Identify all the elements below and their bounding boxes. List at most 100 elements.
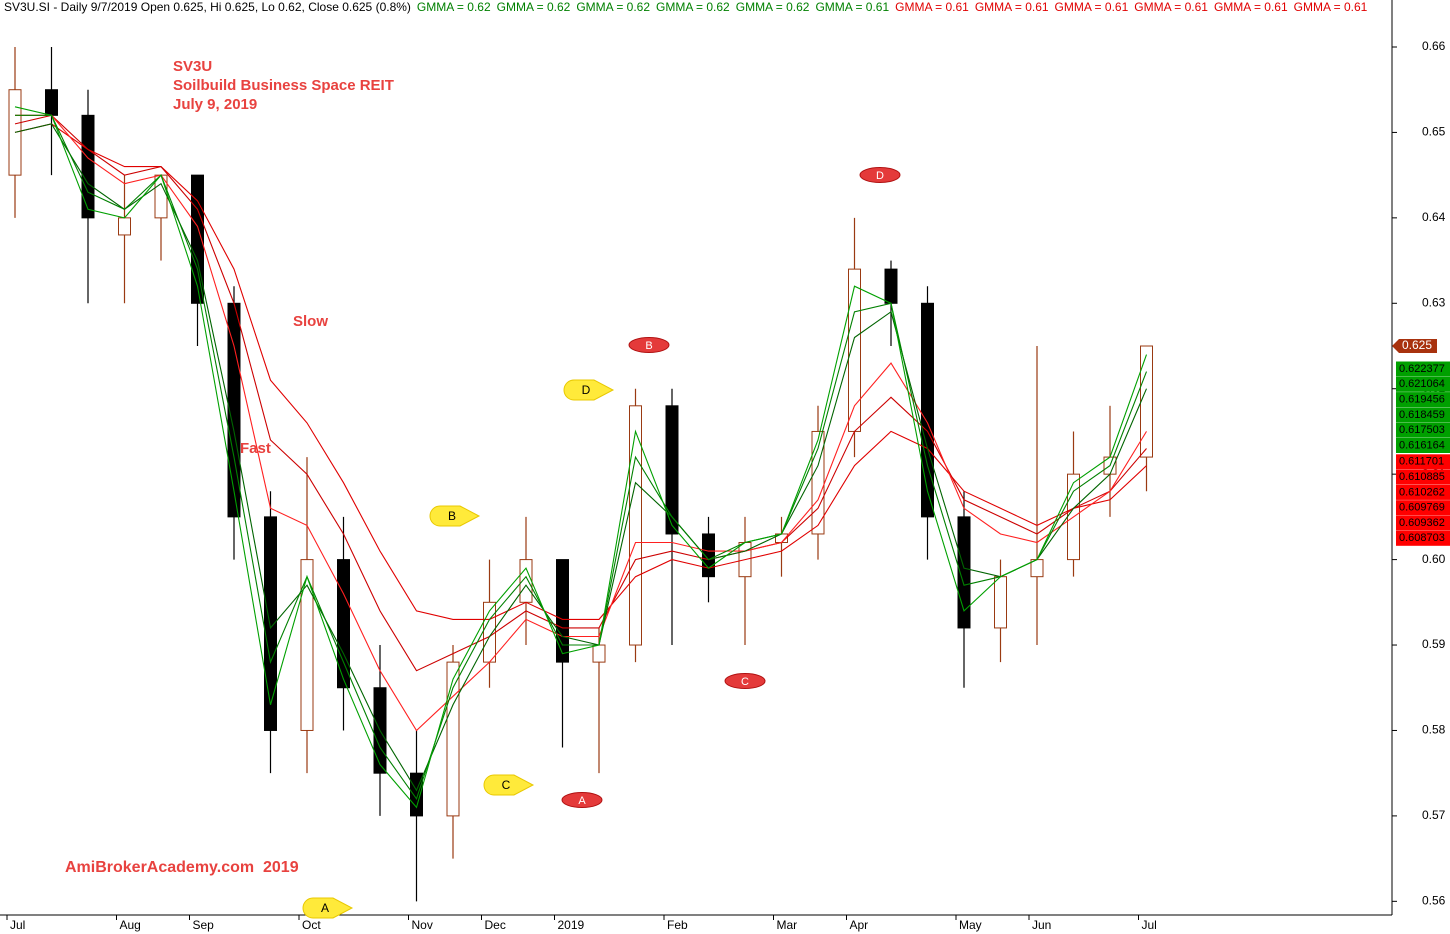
candle-body [884,268,898,304]
point-marker [561,792,603,808]
gmma-value-box [1396,469,1450,485]
x-tick-label: Jun [1032,918,1051,932]
fast-label: Fast [240,440,271,457]
y-tick-label: 0.58 [1422,723,1446,737]
y-tick-label: 0.57 [1422,808,1446,822]
y-tick-label: 0.63 [1422,295,1446,309]
header-gmma: GMMA = 0.61 [895,0,969,14]
x-tick-label: Oct [302,918,321,932]
gmma-value-box [1396,454,1450,470]
point-marker [859,167,901,183]
callout [563,379,615,401]
y-tick-label: 0.56 [1422,894,1446,908]
callout [429,505,481,527]
annotations: SV3U Soilbuild Business Space REIT July … [65,58,394,876]
header-text: SV3U.SI - Daily 9/7/2019 Open 0.625, Hi … [4,0,411,14]
gmma-value-box [1396,500,1450,516]
x-tick-label: Jul [1142,918,1157,932]
candle-body [665,405,679,535]
y-tick-label: 0.64 [1422,210,1446,224]
x-tick-label: Sep [193,918,215,932]
candle-body [1140,345,1153,458]
gmma-value: 0.611701 [1399,456,1444,468]
callout-label: C [502,778,511,792]
candle-body [118,217,131,236]
gmma-value-box [1396,376,1450,392]
header-gmma: GMMA = 0.61 [1134,0,1208,14]
candle-body [446,661,460,817]
header-gmma: GMMA = 0.62 [736,0,810,14]
gmma-value: 0.610262 [1399,486,1445,498]
x-tick-label: Dec [485,918,506,932]
gmma-line [15,114,1148,801]
candle-body [81,114,95,219]
header-gmma: GMMA = 0.61 [815,0,889,14]
point-marker [724,673,766,689]
title-line: SV3U [173,58,212,75]
callout [483,774,535,796]
gmma-value: 0.622377 [1399,363,1445,375]
candle-body [300,559,314,731]
point-label: A [578,795,586,807]
gmma-value-box [1396,407,1450,423]
candle-body [592,644,606,663]
x-tick-label: Aug [120,918,141,932]
title-line: July 9, 2019 [173,96,257,113]
chart-header: SV3U.SI - Daily 9/7/2019 Open 0.625, Hi … [4,0,1368,14]
gmma-line [14,106,1148,809]
x-tick-label: 2019 [558,918,585,932]
gmma-value-box [1396,484,1450,500]
gmma-value-box [1396,392,1450,408]
point-label: C [741,676,749,688]
gmma-value: 0.621064 [1399,378,1445,390]
x-tick-label: Nov [412,918,433,932]
callout-label: D [582,383,591,397]
watermark: AmiBrokerAcademy.com 2019 [65,859,299,876]
gmma-value-box [1396,515,1450,531]
header-gmma: GMMA = 0.61 [1294,0,1368,14]
title-line: Soilbuild Business Space REIT [173,77,394,94]
gmma-value: 0.609769 [1399,502,1445,514]
price-tag-label: 0.625 [1402,338,1432,352]
header-gmma: GMMA = 0.61 [1055,0,1129,14]
gmma-value: 0.619456 [1399,394,1445,406]
y-tick-label: 0.66 [1422,39,1446,53]
candle-body [629,405,642,646]
point-label: B [645,340,652,352]
gmma-value: 0.608703 [1399,532,1445,544]
gmma-value-box [1396,361,1450,377]
slow-label: Slow [293,313,328,330]
gmma-value-box [1396,438,1450,453]
gmma-value: 0.616164 [1399,439,1445,451]
gmma-line [15,114,1147,732]
x-tick-label: Feb [667,918,688,932]
header-gmma: GMMA = 0.62 [497,0,571,14]
y-tick-label: 0.60 [1422,552,1446,566]
point-marker [628,337,670,353]
gmma-value: 0.609362 [1399,517,1445,529]
candle-body [264,516,277,731]
x-tick-label: May [959,918,982,932]
header-gmma: GMMA = 0.62 [656,0,730,14]
x-tick-label: Apr [850,918,869,932]
candle-body [556,559,569,663]
header-gmma: GMMA = 0.61 [975,0,1049,14]
candle-body [45,89,58,116]
gmma-line [14,123,1148,792]
x-tick-label: Jul [10,918,25,932]
gmma-value-box [1396,530,1450,546]
y-tick-label: 0.59 [1422,637,1446,651]
gmma-line [14,114,1147,672]
point-label: D [876,170,884,182]
gmma-value-box [1396,422,1450,438]
gmma-value: 0.618459 [1399,409,1445,421]
x-tick-label: Mar [777,918,798,932]
gmma-value: 0.617503 [1399,424,1445,436]
gmma-value: 0.610885 [1399,471,1445,483]
header-gmma: GMMA = 0.62 [576,0,650,14]
callout [302,897,354,919]
y-tick-label: 0.65 [1422,125,1446,139]
header-gmma: GMMA = 0.61 [1214,0,1288,14]
